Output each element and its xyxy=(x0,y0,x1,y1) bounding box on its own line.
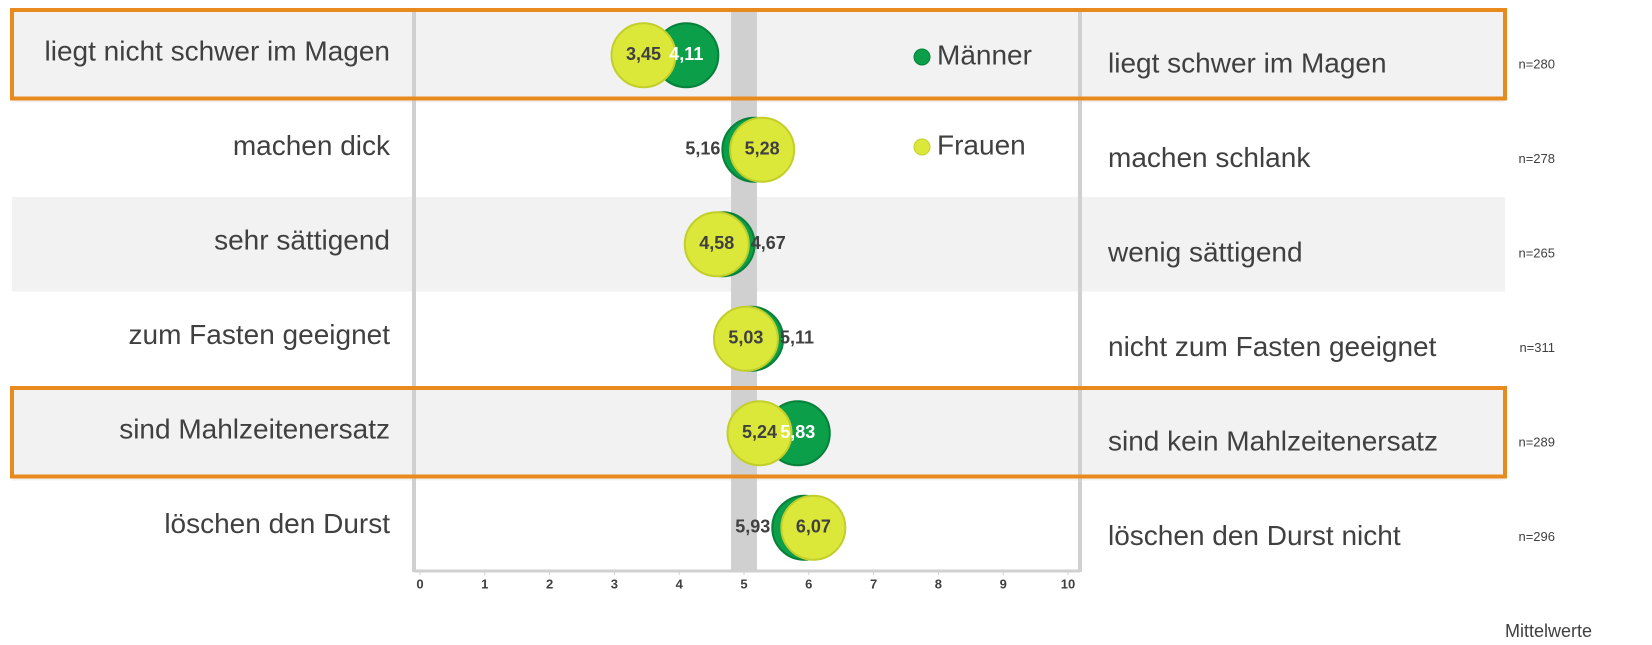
legend-marker xyxy=(913,48,931,66)
legend-marker xyxy=(913,138,931,156)
row-background xyxy=(12,8,1505,103)
value-label: 3,45 xyxy=(626,44,661,64)
left-label: machen dick xyxy=(233,130,391,161)
right-label: liegt schwer im Magen xyxy=(1108,48,1387,79)
n-label: n=311 xyxy=(1519,340,1555,355)
value-label: 5,83 xyxy=(780,422,815,442)
x-tick-label: 0 xyxy=(416,576,423,591)
left-label: liegt nicht schwer im Magen xyxy=(45,36,390,67)
x-tick-label: 8 xyxy=(935,576,942,591)
left-label: zum Fasten geeignet xyxy=(129,319,391,350)
value-label: 4,67 xyxy=(751,233,786,253)
value-label: 5,24 xyxy=(742,422,777,442)
x-tick-label: 9 xyxy=(1000,576,1007,591)
legend-label: Männer xyxy=(937,39,1032,70)
n-label: n=265 xyxy=(1518,246,1555,261)
value-label: 4,11 xyxy=(669,44,703,64)
x-tick-label: 4 xyxy=(676,576,684,591)
right-label: nicht zum Fasten geeignet xyxy=(1108,331,1437,362)
left-label: sind Mahlzeitenersatz xyxy=(119,414,390,445)
left-label: löschen den Durst xyxy=(164,508,390,539)
value-label: 4,58 xyxy=(699,233,734,253)
right-label: löschen den Durst nicht xyxy=(1108,520,1401,551)
backgrounds xyxy=(12,8,1505,481)
x-tick-label: 2 xyxy=(546,576,553,591)
value-label: 5,93 xyxy=(735,517,770,537)
dot xyxy=(712,305,779,372)
right-label: machen schlank xyxy=(1108,142,1311,173)
dot xyxy=(729,116,796,183)
legend-label: Frauen xyxy=(937,129,1026,160)
x-tick-label: 10 xyxy=(1061,576,1075,591)
x-tick-label: 7 xyxy=(870,576,877,591)
x-tick-label: 5 xyxy=(740,576,747,591)
dot xyxy=(683,211,750,278)
middle-band xyxy=(731,10,757,570)
right-label: sind kein Mahlzeitenersatz xyxy=(1108,426,1438,457)
n-label: n=289 xyxy=(1518,435,1555,450)
value-label: 6,07 xyxy=(796,517,831,537)
x-tick-label: 6 xyxy=(805,576,812,591)
highlight-box xyxy=(10,386,1507,479)
value-label: 5,03 xyxy=(728,328,763,348)
row-background xyxy=(12,197,1505,292)
dot xyxy=(610,22,677,89)
value-label: 5,28 xyxy=(745,139,780,159)
n-label: n=280 xyxy=(1518,57,1555,72)
dot xyxy=(780,494,847,561)
left-label: sehr sättigend xyxy=(214,225,390,256)
x-tick-label: 1 xyxy=(481,576,488,591)
n-label: n=278 xyxy=(1518,151,1555,166)
n-label: n=296 xyxy=(1518,529,1555,544)
dot xyxy=(726,400,793,467)
value-label: 5,11 xyxy=(780,328,814,348)
right-label: wenig sättigend xyxy=(1107,237,1303,268)
highlight-box xyxy=(10,8,1507,101)
x-tick-label: 3 xyxy=(611,576,618,591)
note: Mittelwerte xyxy=(1505,621,1592,641)
value-label: 5,16 xyxy=(685,139,720,159)
